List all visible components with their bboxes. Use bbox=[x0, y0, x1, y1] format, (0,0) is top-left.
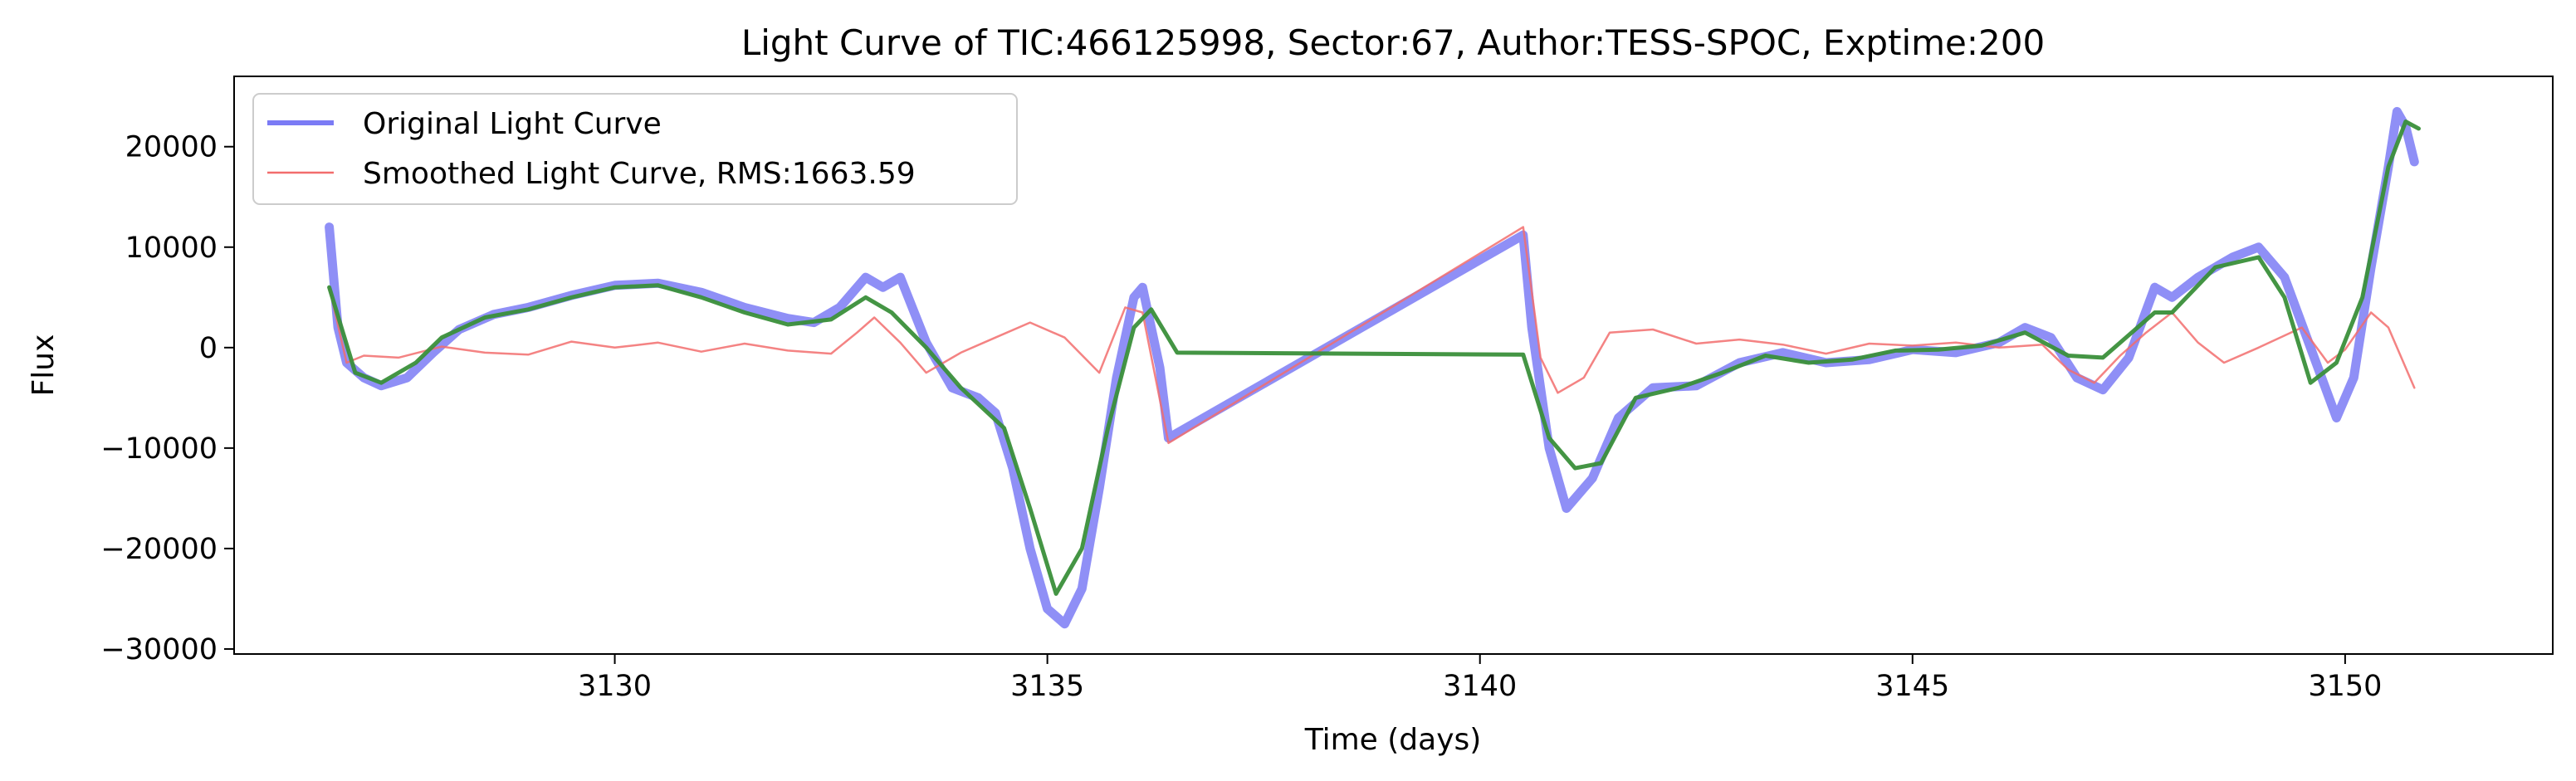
y-tick-label: −30000 bbox=[100, 633, 218, 666]
y-tick-label: −20000 bbox=[100, 533, 218, 566]
legend-label-original: Original Light Curve bbox=[363, 107, 662, 141]
x-axis: 3130 3135 3140 3145 3150 bbox=[578, 654, 2382, 703]
legend: Original Light Curve Smoothed Light Curv… bbox=[252, 93, 1018, 205]
series-layer bbox=[325, 106, 2421, 629]
plot-frame bbox=[233, 76, 2554, 655]
legend-box bbox=[252, 93, 1018, 205]
x-tick-label: 3140 bbox=[1443, 670, 1517, 703]
y-axis-label: Flux bbox=[27, 334, 61, 397]
y-tick-label: 20000 bbox=[125, 131, 218, 164]
x-tick-label: 3130 bbox=[578, 670, 652, 703]
chart-title: Light Curve of TIC:466125998, Sector:67,… bbox=[741, 22, 2045, 63]
x-axis-label: Time (days) bbox=[1304, 723, 1482, 757]
y-tick-label: 0 bbox=[199, 332, 218, 365]
y-tick-label: 10000 bbox=[125, 232, 218, 265]
plot-area bbox=[325, 106, 2421, 629]
legend-label-smoothed: Smoothed Light Curve, RMS:1663.59 bbox=[363, 157, 916, 191]
y-axis: −30000 −20000 −10000 0 10000 20000 bbox=[100, 131, 234, 666]
x-tick-label: 3135 bbox=[1010, 670, 1084, 703]
y-tick-label: −10000 bbox=[100, 432, 218, 466]
fit-curve-line bbox=[327, 120, 2421, 596]
x-tick-label: 3150 bbox=[2308, 670, 2382, 703]
x-tick-label: 3145 bbox=[1875, 670, 1949, 703]
